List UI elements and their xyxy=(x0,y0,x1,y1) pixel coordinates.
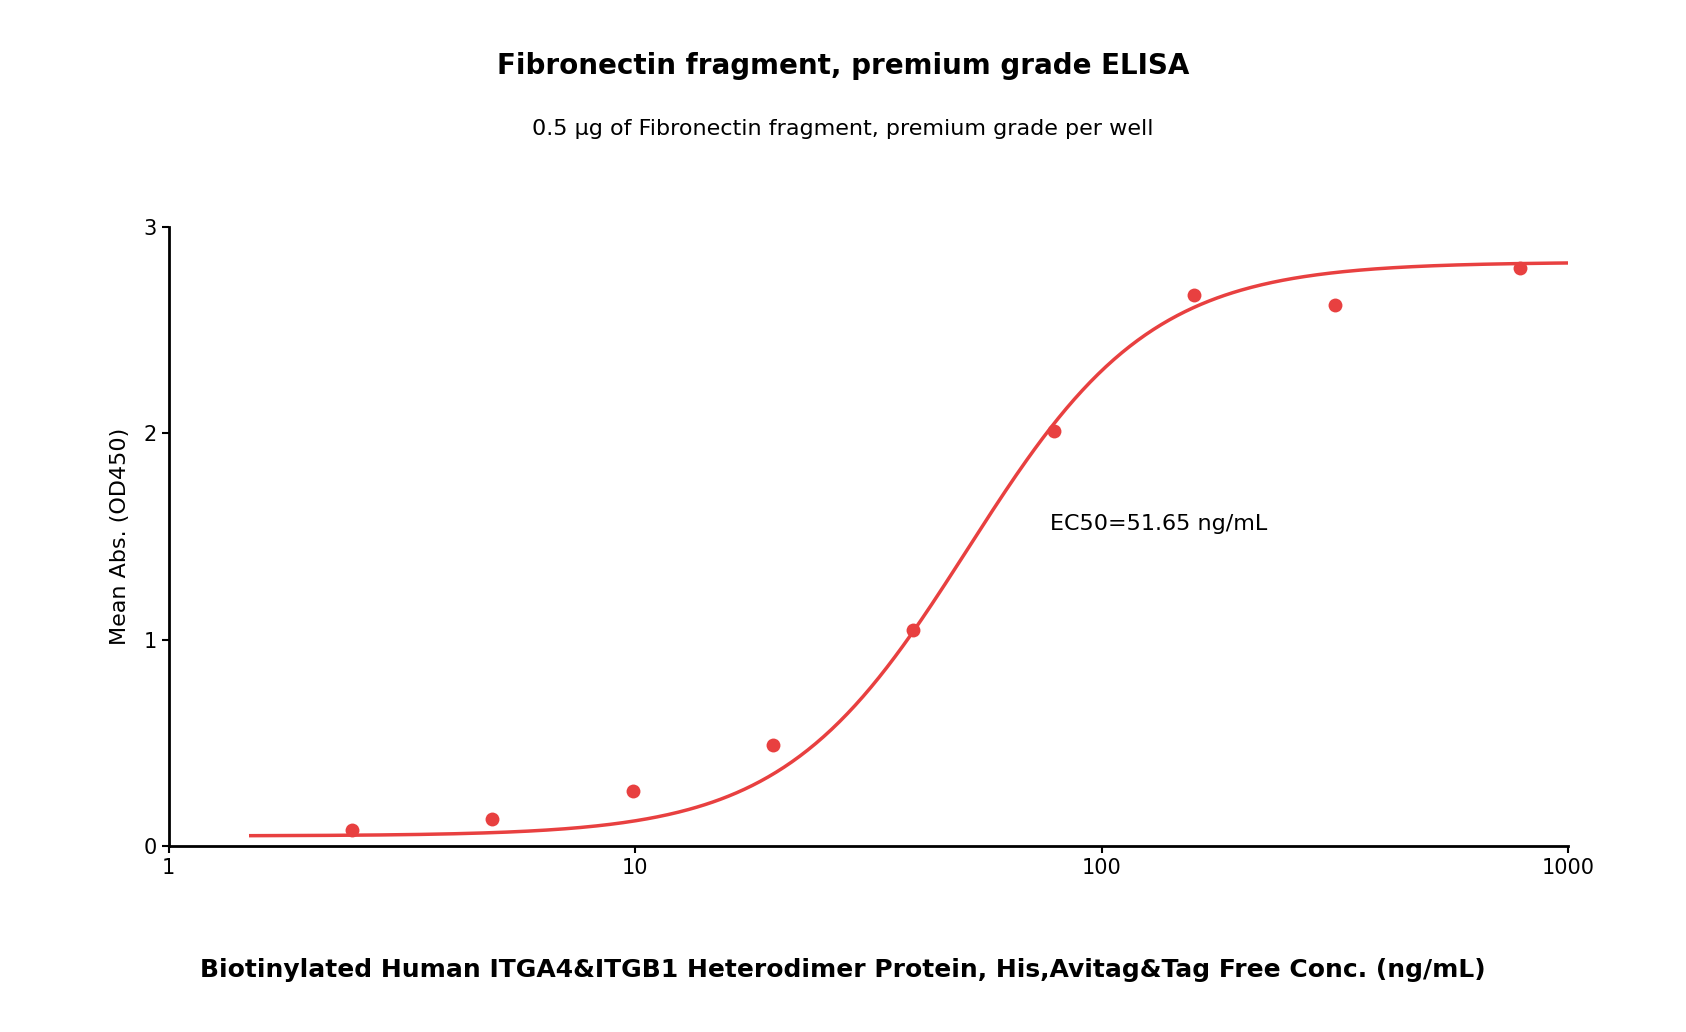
Point xyxy=(1040,423,1067,440)
Point xyxy=(1322,297,1349,314)
Point xyxy=(900,621,927,638)
Text: Biotinylated Human ITGA4&ITGB1 Heterodimer Protein, His,Avitag&Tag Free Conc. (n: Biotinylated Human ITGA4&ITGB1 Heterodim… xyxy=(201,958,1485,982)
Point xyxy=(759,737,786,753)
Text: EC50=51.65 ng/mL: EC50=51.65 ng/mL xyxy=(1050,514,1268,535)
Point xyxy=(479,811,506,828)
Point xyxy=(1180,287,1207,303)
Y-axis label: Mean Abs. (OD450): Mean Abs. (OD450) xyxy=(110,428,130,645)
Point xyxy=(1507,260,1534,277)
Text: Fibronectin fragment, premium grade ELISA: Fibronectin fragment, premium grade ELIS… xyxy=(497,52,1189,79)
Text: 0.5 μg of Fibronectin fragment, premium grade per well: 0.5 μg of Fibronectin fragment, premium … xyxy=(533,119,1153,138)
Point xyxy=(619,782,646,799)
Point xyxy=(339,821,366,838)
